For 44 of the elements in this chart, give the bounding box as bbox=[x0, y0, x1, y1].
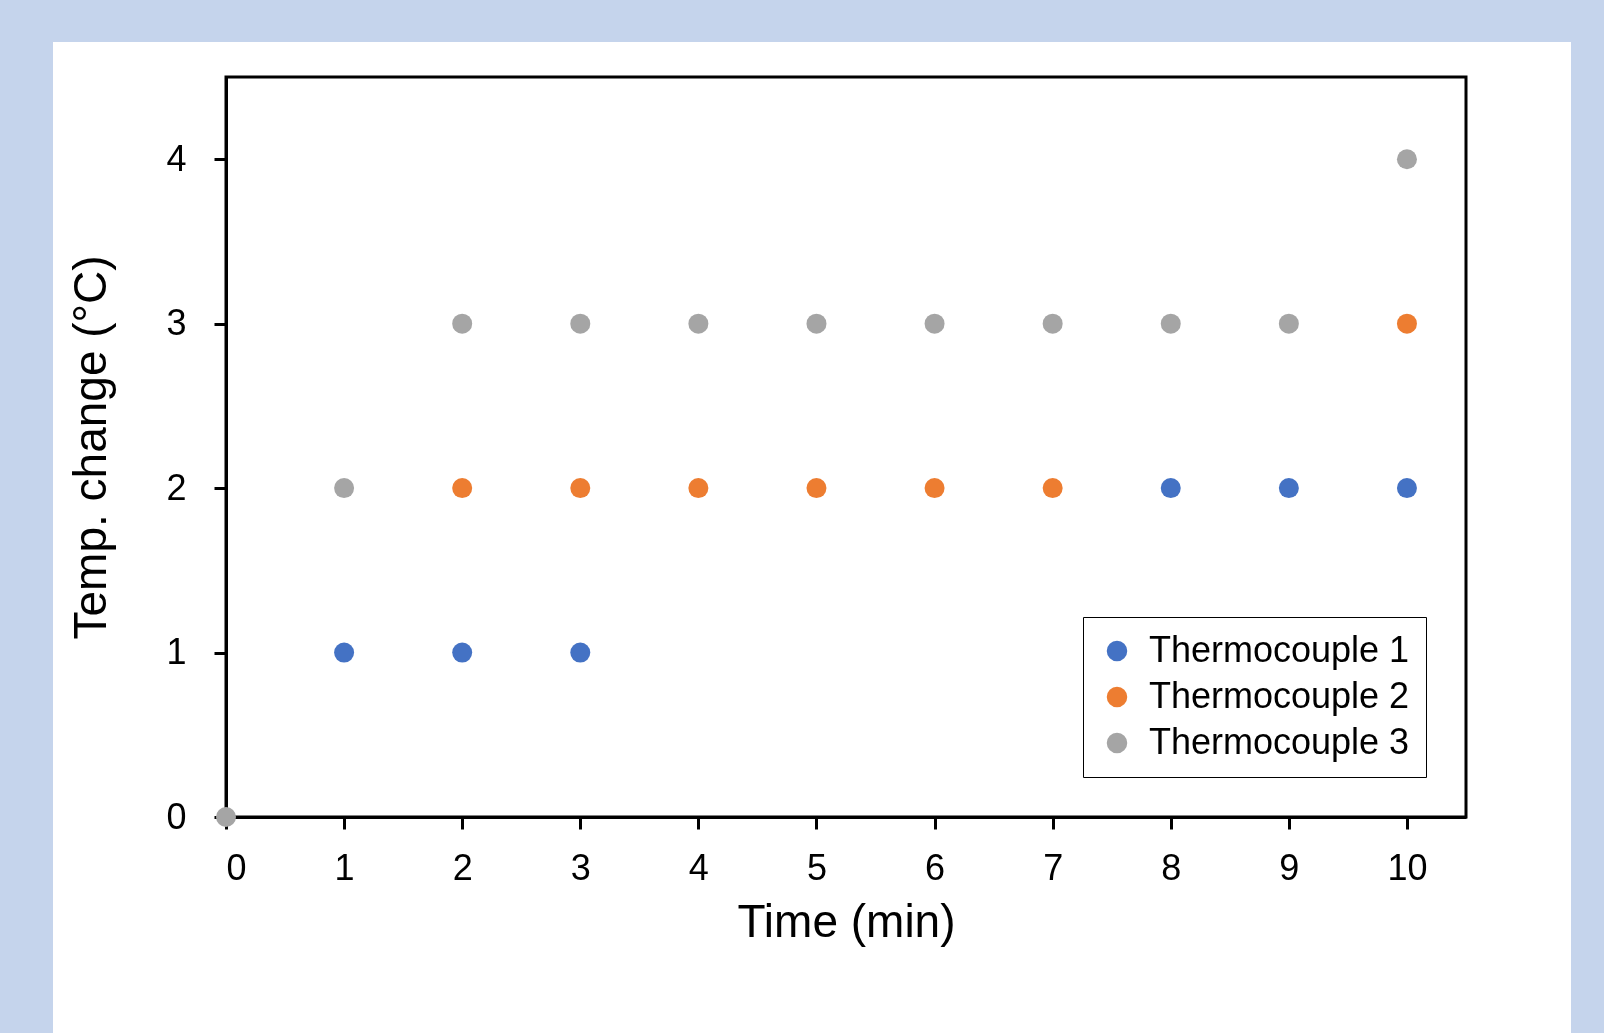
point bbox=[334, 642, 355, 663]
x-tick-label: 7 bbox=[1043, 846, 1064, 888]
point bbox=[924, 478, 945, 499]
point bbox=[1396, 149, 1417, 170]
x-tick-label: 8 bbox=[1161, 846, 1182, 888]
point bbox=[452, 478, 473, 499]
legend-label: Thermocouple 1 bbox=[1149, 629, 1410, 670]
y-tick-label: 4 bbox=[166, 137, 187, 179]
point bbox=[1278, 313, 1299, 334]
x-tick-label: 10 bbox=[1387, 846, 1428, 888]
point bbox=[334, 478, 355, 499]
point bbox=[570, 313, 591, 334]
point bbox=[688, 313, 709, 334]
x-tick-label: 4 bbox=[688, 846, 709, 888]
point bbox=[1396, 478, 1417, 499]
y-tick-label: 1 bbox=[166, 631, 187, 673]
point bbox=[924, 313, 945, 334]
point bbox=[806, 478, 827, 499]
point bbox=[570, 478, 591, 499]
point bbox=[452, 642, 473, 663]
y-tick-label: 3 bbox=[166, 302, 187, 344]
point bbox=[806, 313, 827, 334]
y-axis-title: Temp. change (°C) bbox=[64, 255, 117, 640]
x-tick-label: 1 bbox=[334, 846, 355, 888]
point bbox=[1278, 478, 1299, 499]
point bbox=[688, 478, 709, 499]
x-tick-label: 0 bbox=[226, 846, 247, 888]
point bbox=[1042, 478, 1063, 499]
point bbox=[1160, 478, 1181, 499]
x-tick-label: 9 bbox=[1279, 846, 1300, 888]
y-tick-label: 0 bbox=[166, 795, 187, 837]
y-tick-label: 2 bbox=[166, 466, 187, 508]
point bbox=[1042, 313, 1063, 334]
legend-label: Thermocouple 3 bbox=[1149, 721, 1410, 762]
point bbox=[452, 313, 473, 334]
x-tick-label: 2 bbox=[452, 846, 473, 888]
x-tick-label: 6 bbox=[925, 846, 946, 888]
legend-label: Thermocouple 2 bbox=[1149, 675, 1410, 716]
point bbox=[570, 642, 591, 663]
point bbox=[1396, 313, 1417, 334]
x-tick-label: 3 bbox=[570, 846, 591, 888]
point bbox=[1160, 313, 1181, 334]
x-axis-title: Time (min) bbox=[737, 894, 956, 947]
x-tick-label: 5 bbox=[806, 846, 827, 888]
